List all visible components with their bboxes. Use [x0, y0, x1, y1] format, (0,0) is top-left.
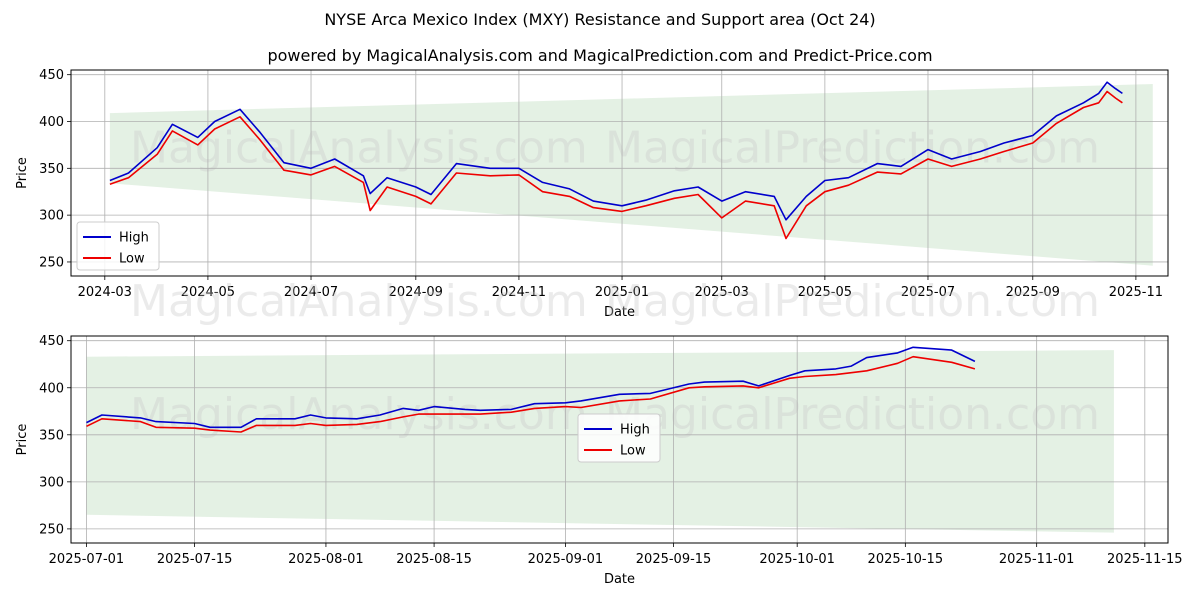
support-resistance-band	[109, 84, 1153, 266]
watermark-right: MagicalPrediction.com	[605, 389, 1100, 440]
legend-label-low: Low	[119, 252, 145, 267]
x-tick-label: 2025-09-01	[528, 552, 604, 567]
x-tick-label: 2024-07	[284, 285, 338, 300]
series-line-low	[109, 90, 1123, 240]
y-tick-label: 350	[39, 162, 64, 177]
watermark-left: MagicalAnalysis.com	[130, 123, 588, 174]
chart-subtitle: powered by MagicalAnalysis.com and Magic…	[267, 46, 933, 65]
x-tick-label: 2025-07-15	[157, 552, 233, 567]
x-tick-label: 2024-03	[78, 285, 132, 300]
legend-label-high: High	[119, 231, 149, 246]
x-tick-label: 2025-10-15	[868, 552, 944, 567]
x-axis-label: Date	[604, 572, 635, 587]
y-axis-label: Price	[15, 157, 30, 189]
y-tick-label: 400	[39, 115, 64, 130]
y-tick-label: 250	[39, 522, 64, 537]
x-tick-label: 2025-07	[901, 285, 955, 300]
x-tick-label: 2025-08-01	[288, 552, 364, 567]
watermark-right: MagicalPrediction.com	[605, 123, 1100, 174]
y-tick-label: 300	[39, 209, 64, 224]
series-line-high	[109, 81, 1123, 221]
chart-panel-2: MagicalAnalysis.com MagicalPrediction.com…	[15, 334, 1183, 587]
x-axis-label: Date	[604, 305, 635, 320]
y-tick-label: 250	[39, 255, 64, 270]
plot-frame	[70, 335, 1169, 544]
x-tick-label: 2025-03	[695, 285, 749, 300]
watermark-left: MagicalAnalysis.com	[130, 389, 588, 440]
x-tick-label: 2025-09-15	[636, 552, 712, 567]
legend: High Low	[76, 221, 160, 271]
x-tick-label: 2025-08-15	[396, 552, 472, 567]
x-tick-label: 2025-11-01	[999, 552, 1075, 567]
legend: High Low	[577, 413, 661, 463]
x-tick-label: 2025-07-01	[49, 552, 125, 567]
legend-box	[577, 413, 661, 463]
x-tick-label: 2024-05	[181, 285, 235, 300]
plot-frame	[70, 69, 1169, 277]
y-tick-label: 400	[39, 381, 64, 396]
x-tick-label: 2025-11	[1109, 285, 1163, 300]
watermark-right-bottom: MagicalPrediction.com	[605, 276, 1100, 327]
chart-panel-1: MagicalAnalysis.com MagicalPrediction.com…	[15, 68, 1169, 320]
y-tick-label: 350	[39, 428, 64, 443]
y-tick-label: 450	[39, 334, 64, 349]
series-line-low	[86, 355, 976, 433]
series-line-high	[86, 346, 976, 429]
x-tick-label: 2025-01	[595, 285, 649, 300]
y-axis-label: Price	[15, 424, 30, 456]
x-tick-label: 2025-10-01	[759, 552, 835, 567]
watermark-left-bottom: MagicalAnalysis.com	[130, 276, 588, 327]
chart-title: NYSE Arca Mexico Index (MXY) Resistance …	[324, 10, 876, 29]
legend-label-low: Low	[620, 444, 646, 459]
legend-box	[76, 221, 160, 271]
y-tick-label: 450	[39, 68, 64, 83]
y-tick-label: 300	[39, 475, 64, 490]
x-tick-label: 2024-09	[389, 285, 443, 300]
x-tick-label: 2025-11-15	[1107, 552, 1183, 567]
x-tick-label: 2025-05	[798, 285, 852, 300]
x-tick-label: 2025-09	[1006, 285, 1060, 300]
legend-label-high: High	[620, 423, 650, 438]
x-tick-label: 2024-11	[492, 285, 546, 300]
